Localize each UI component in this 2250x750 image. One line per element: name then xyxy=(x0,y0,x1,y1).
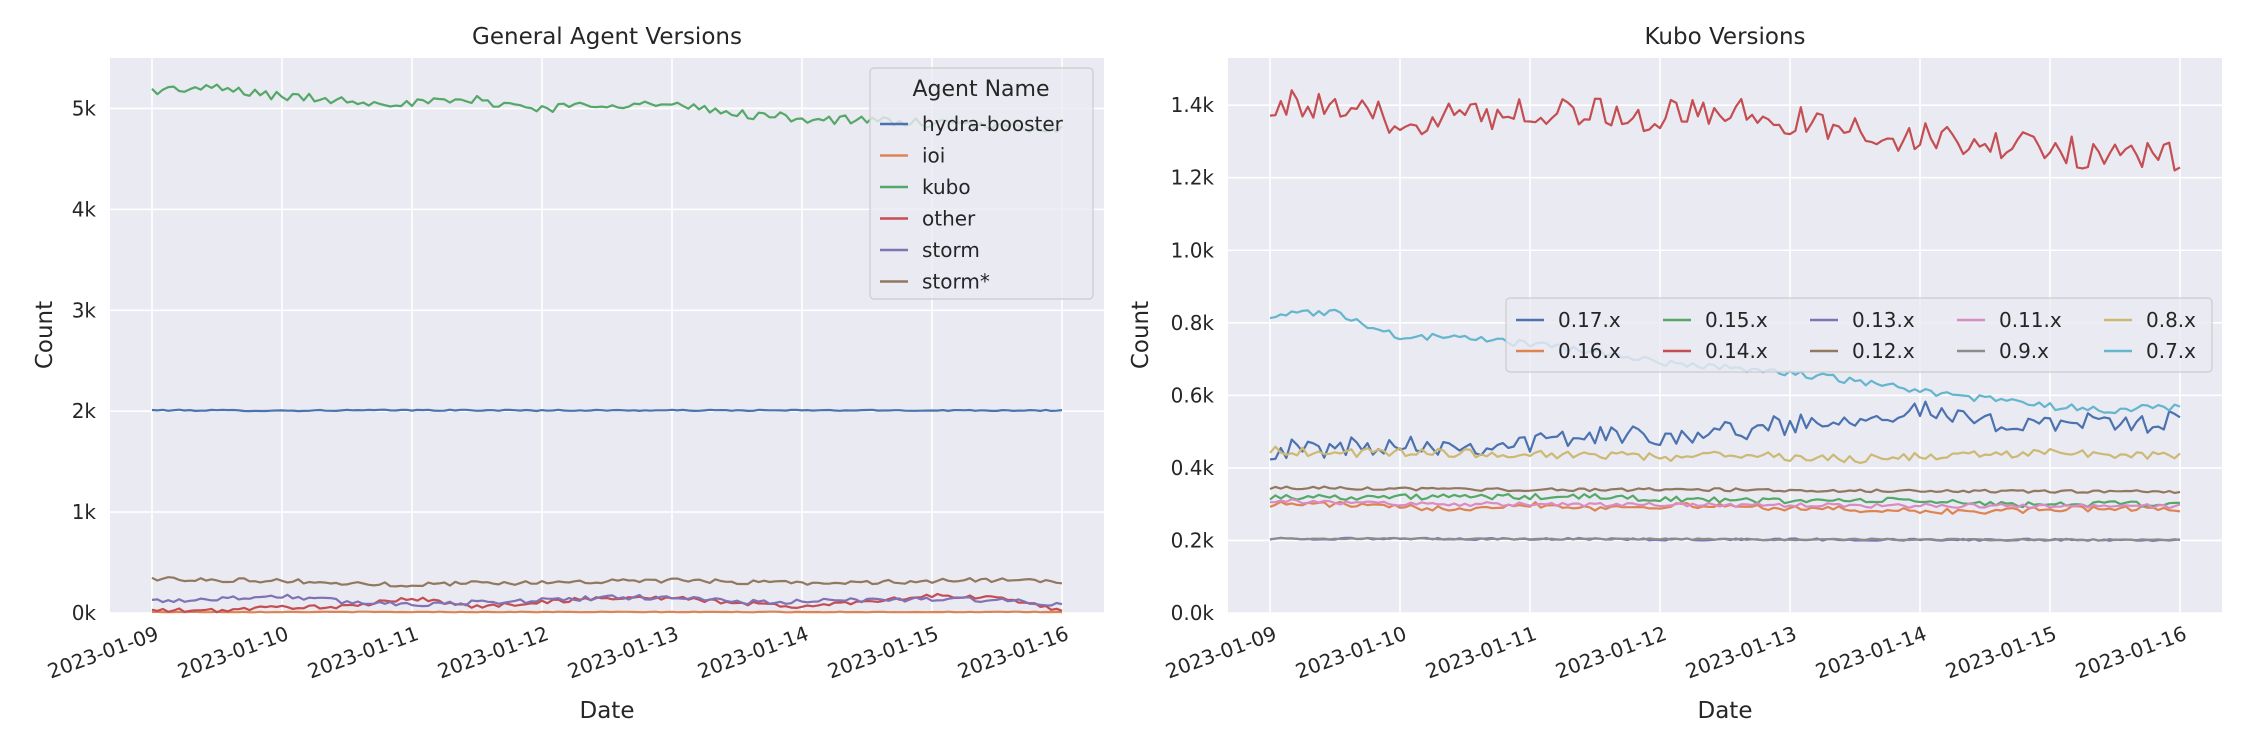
series-layer xyxy=(151,83,1063,614)
legend-item: 0.11.x xyxy=(1957,308,2062,332)
x-tick-label: 2023-01-10 xyxy=(1292,621,1409,683)
x-tick-label: 2023-01-16 xyxy=(954,621,1071,683)
x-tick-label: 2023-01-13 xyxy=(1682,621,1799,683)
legend-item: 0.16.x xyxy=(1516,339,1621,363)
legend-label: ioi xyxy=(922,144,945,168)
legend-item: other xyxy=(880,207,976,231)
series-line-storm- xyxy=(151,576,1063,588)
series-line-0-17-x xyxy=(1269,400,2181,461)
legend-label: 0.14.x xyxy=(1705,339,1768,363)
x-tick-label: 2023-01-11 xyxy=(1422,621,1539,683)
y-axis-label: Count xyxy=(32,301,58,369)
y-tick-label: 5k xyxy=(72,96,97,120)
legend-item: 0.15.x xyxy=(1663,308,1768,332)
legend-item: 0.7.x xyxy=(2104,339,2196,363)
legend-label: 0.7.x xyxy=(2146,339,2196,363)
x-axis-label: Date xyxy=(580,698,635,724)
x-tick-label: 2023-01-10 xyxy=(174,621,291,683)
legend-item: 0.17.x xyxy=(1516,308,1621,332)
legend-item: ioi xyxy=(880,144,945,168)
y-tick-label: 0.8k xyxy=(1171,311,1215,335)
legend-label: 0.8.x xyxy=(2146,308,2196,332)
y-tick-label: 1.0k xyxy=(1171,238,1215,262)
legend-label: 0.12.x xyxy=(1852,339,1915,363)
chart-title: General Agent Versions xyxy=(472,24,742,50)
series-line-ioi xyxy=(152,610,1063,614)
x-tick-label: 2023-01-15 xyxy=(1942,621,2059,683)
legend-item: 0.8.x xyxy=(2104,308,2196,332)
y-tick-label: 0k xyxy=(72,601,97,625)
legend-item: 0.12.x xyxy=(1810,339,1915,363)
y-tick-label: 0.0k xyxy=(1171,601,1215,625)
series-line-0-14-x xyxy=(1269,89,2181,172)
x-tick-label: 2023-01-11 xyxy=(304,621,421,683)
x-tick-label: 2023-01-15 xyxy=(824,621,941,683)
series-line-hydra-booster xyxy=(151,408,1063,413)
legend-item: storm xyxy=(880,238,980,262)
y-tick-label: 3k xyxy=(72,298,97,322)
x-axis-label: Date xyxy=(1698,698,1753,724)
legend-label: other xyxy=(922,207,976,231)
x-tick-label: 2023-01-16 xyxy=(2072,621,2189,683)
legend-label: 0.16.x xyxy=(1558,339,1621,363)
legend-label: 0.11.x xyxy=(1999,308,2062,332)
x-tick-label: 2023-01-13 xyxy=(564,621,681,683)
legend: Agent Name hydra-booster ioi kubo other stor… xyxy=(869,67,1094,300)
legend-label: storm xyxy=(922,238,980,262)
series-line-storm xyxy=(151,593,1063,608)
legend-label: 0.15.x xyxy=(1705,308,1768,332)
series-layer xyxy=(1269,89,2181,543)
chart-panel-kubo-versions: 0.0k 0.2k 0.4k 0.6k 0.8k 1.0k 1.2k 1.4k 2023-01… xyxy=(1128,24,2222,724)
series-line-0-15-x xyxy=(1269,492,2181,509)
x-tick-label: 2023-01-09 xyxy=(1162,621,1279,683)
x-tick-label: 2023-01-14 xyxy=(1812,621,1929,683)
legend-title: Agent Name xyxy=(912,77,1049,102)
legend-label: 0.9.x xyxy=(1999,339,2049,363)
legend-box xyxy=(869,67,1094,300)
legend-item: 0.9.x xyxy=(1957,339,2049,363)
series-line-other xyxy=(151,592,1063,614)
x-tick-label: 2023-01-12 xyxy=(1552,621,1669,683)
series-line-0-9-x xyxy=(1269,536,2181,542)
y-tick-labels: 0k 1k 2k 3k 4k 5k xyxy=(72,96,97,625)
y-tick-label: 1.2k xyxy=(1171,166,1215,190)
series-line-0-8-x xyxy=(1269,445,2181,464)
legend-label: 0.13.x xyxy=(1852,308,1915,332)
series-line-0-11-x xyxy=(1269,498,2181,510)
x-tick-labels: 2023-01-09 2023-01-10 2023-01-11 2023-01-12… xyxy=(1162,621,2189,683)
y-tick-label: 2k xyxy=(72,399,97,423)
y-tick-label: 0.2k xyxy=(1171,528,1215,552)
legend-box xyxy=(1505,297,2213,373)
y-axis-label: Count xyxy=(1128,301,1154,369)
y-tick-label: 1.4k xyxy=(1171,93,1215,117)
legend: 0.17.x 0.16.x 0.15.x 0.14.x 0.13.x 0.12.x 0.11… xyxy=(1505,297,2213,373)
legend-label: storm* xyxy=(922,270,990,294)
chart-title: Kubo Versions xyxy=(1644,24,1805,50)
legend-label: kubo xyxy=(922,175,971,199)
legend-item: 0.13.x xyxy=(1810,308,1915,332)
x-tick-label: 2023-01-12 xyxy=(434,621,551,683)
series-line-0-16-x xyxy=(1269,500,2181,515)
legend-label: 0.17.x xyxy=(1558,308,1621,332)
x-tick-labels: 2023-01-09 2023-01-10 2023-01-11 2023-01-12… xyxy=(44,621,1071,683)
legend-item: hydra-booster xyxy=(880,112,1064,136)
legend-item: storm* xyxy=(880,270,990,294)
legend-item: kubo xyxy=(880,175,971,199)
y-tick-label: 0.6k xyxy=(1171,383,1215,407)
y-tick-label: 1k xyxy=(72,500,97,524)
series-line-0-12-x xyxy=(1269,485,2181,494)
y-tick-label: 4k xyxy=(72,197,97,221)
legend-label: hydra-booster xyxy=(922,112,1064,136)
y-tick-label: 0.4k xyxy=(1171,456,1215,480)
legend-item: 0.14.x xyxy=(1663,339,1768,363)
x-tick-label: 2023-01-09 xyxy=(44,621,161,683)
y-tick-labels: 0.0k 0.2k 0.4k 0.6k 0.8k 1.0k 1.2k 1.4k xyxy=(1171,93,1215,625)
x-tick-label: 2023-01-14 xyxy=(694,621,811,683)
